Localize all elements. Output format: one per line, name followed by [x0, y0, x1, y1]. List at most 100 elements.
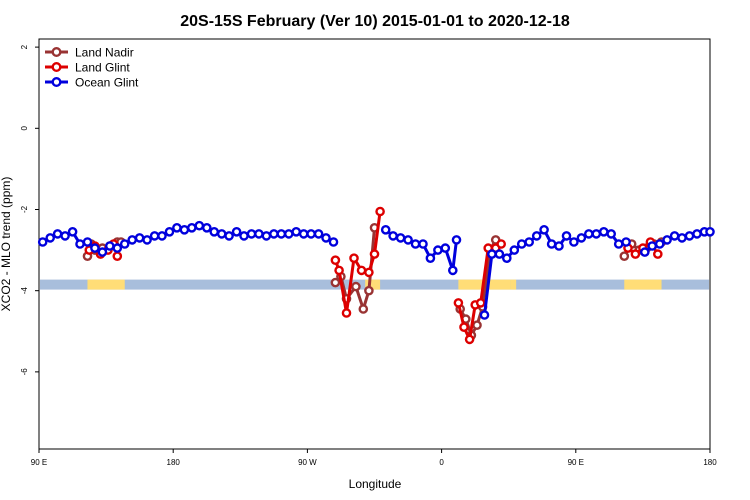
data-point-1-3-1	[630, 249, 641, 259]
legend-swatch-marker-0	[51, 47, 62, 58]
data-point-2-3-7	[692, 229, 702, 239]
data-point-2-0-8	[97, 247, 108, 257]
data-point-1-2-0	[453, 298, 464, 308]
x-tick-label-3: 0	[439, 458, 444, 467]
x-tick-label-4: 90 E	[568, 458, 584, 467]
data-point-1-3-4	[653, 249, 663, 259]
data-point-2-0-34	[291, 226, 302, 237]
series-layer	[37, 206, 715, 345]
data-point-2-3-4	[669, 231, 680, 241]
data-point-2-0-25	[224, 231, 234, 241]
data-point-2-1-0	[380, 224, 391, 235]
data-point-2-1-10	[451, 235, 462, 245]
data-point-1-1-1	[334, 265, 344, 276]
data-point-2-1-1	[388, 231, 398, 241]
y-tick-label-2: -2	[20, 205, 29, 213]
y-tick-label-1: 0	[20, 126, 29, 131]
coverage-band	[40, 279, 709, 290]
legend-item-1: Land Glint	[45, 61, 130, 75]
data-point-2-2-5	[516, 239, 527, 249]
y-tick-label-0: 2	[20, 44, 29, 49]
data-point-2-0-6	[82, 237, 93, 247]
data-point-2-2-9	[546, 239, 557, 249]
legend-label-0: Land Nadir	[75, 46, 134, 60]
data-point-2-0-1	[45, 233, 56, 243]
legend-label-1: Land Glint	[75, 61, 130, 75]
data-point-2-1-9	[447, 265, 458, 276]
data-point-2-2-15	[591, 229, 602, 239]
data-point-2-3-6	[684, 231, 695, 241]
data-point-2-2-6	[524, 237, 535, 247]
data-point-2-2-1	[487, 249, 497, 259]
land-coverage-band-3	[510, 279, 517, 290]
data-point-2-0-11	[119, 239, 130, 249]
data-point-2-0-39	[328, 237, 339, 247]
data-point-2-0-37	[313, 229, 324, 239]
data-point-2-0-0	[37, 237, 48, 247]
data-point-2-1-6	[425, 253, 436, 264]
data-point-0-1-4	[358, 304, 369, 314]
data-point-1-2-2	[464, 334, 475, 345]
x-tick-label-5: 180	[703, 458, 717, 467]
data-point-2-0-10	[112, 243, 123, 253]
data-point-2-3-3	[662, 235, 672, 245]
data-point-2-2-19	[621, 237, 631, 247]
data-point-2-0-19	[179, 224, 190, 235]
data-point-2-1-4	[410, 239, 421, 249]
data-point-2-0-36	[306, 229, 316, 239]
data-point-2-2-2	[494, 249, 505, 259]
data-point-2-0-27	[239, 231, 249, 241]
data-point-1-1-5	[364, 267, 374, 278]
land-coverage-band-1	[365, 279, 381, 290]
y-tick-label-3: -4	[20, 287, 29, 295]
data-point-0-2-3	[472, 320, 482, 331]
data-point-1-0-5	[112, 251, 123, 262]
data-point-2-2-11	[561, 231, 572, 241]
x-tick-label-2: 90 W	[298, 458, 317, 467]
legend-item-0: Land Nadir	[45, 46, 134, 60]
data-point-2-0-21	[194, 220, 205, 231]
data-point-2-0-32	[276, 229, 287, 239]
data-point-2-3-2	[654, 239, 665, 249]
data-point-1-2-1	[459, 322, 469, 333]
data-point-2-2-14	[584, 229, 594, 239]
data-point-2-1-7	[433, 245, 443, 255]
data-point-1-1-6	[369, 249, 380, 259]
legend-swatch-marker-2	[51, 76, 62, 87]
data-point-2-0-16	[157, 231, 167, 241]
data-point-1-1-7	[375, 206, 385, 217]
data-point-2-0-7	[90, 243, 100, 253]
y-axis-label: XCO2 - MLO trend (ppm)	[0, 177, 13, 312]
land-coverage-band-0	[87, 279, 125, 290]
data-point-2-2-3	[501, 253, 512, 264]
data-point-2-2-12	[569, 237, 579, 247]
legend-label-2: Ocean Glint	[75, 76, 139, 90]
data-point-0-1-0	[330, 277, 341, 288]
data-point-2-3-9	[705, 226, 715, 237]
data-point-2-2-17	[606, 229, 617, 239]
data-point-2-0-3	[60, 231, 70, 241]
chart-title: 20S-15S February (Ver 10) 2015-01-01 to …	[180, 13, 570, 30]
data-point-2-2-10	[554, 241, 564, 251]
data-point-1-2-7	[496, 239, 507, 249]
data-point-2-3-5	[677, 233, 687, 243]
data-point-2-0-24	[216, 229, 227, 239]
legend-swatch-marker-1	[51, 62, 62, 73]
data-point-0-1-3	[351, 281, 361, 292]
data-point-2-0-33	[283, 229, 294, 239]
data-point-2-0-17	[164, 226, 175, 237]
y-tick-label-4: -6	[20, 368, 29, 376]
data-point-2-1-3	[403, 235, 413, 245]
data-point-2-0-20	[186, 222, 197, 233]
x-axis: 90 E 180 90 W 0 90 E 180	[31, 449, 717, 467]
data-point-2-0-12	[127, 235, 137, 245]
data-point-1-1-3	[349, 253, 359, 264]
data-point-2-0-22	[201, 222, 212, 233]
data-point-2-3-0	[640, 247, 650, 257]
data-point-2-2-8	[539, 224, 549, 235]
data-point-2-0-31	[269, 229, 279, 239]
data-point-1-1-0	[330, 255, 341, 266]
data-point-2-0-9	[105, 241, 115, 251]
